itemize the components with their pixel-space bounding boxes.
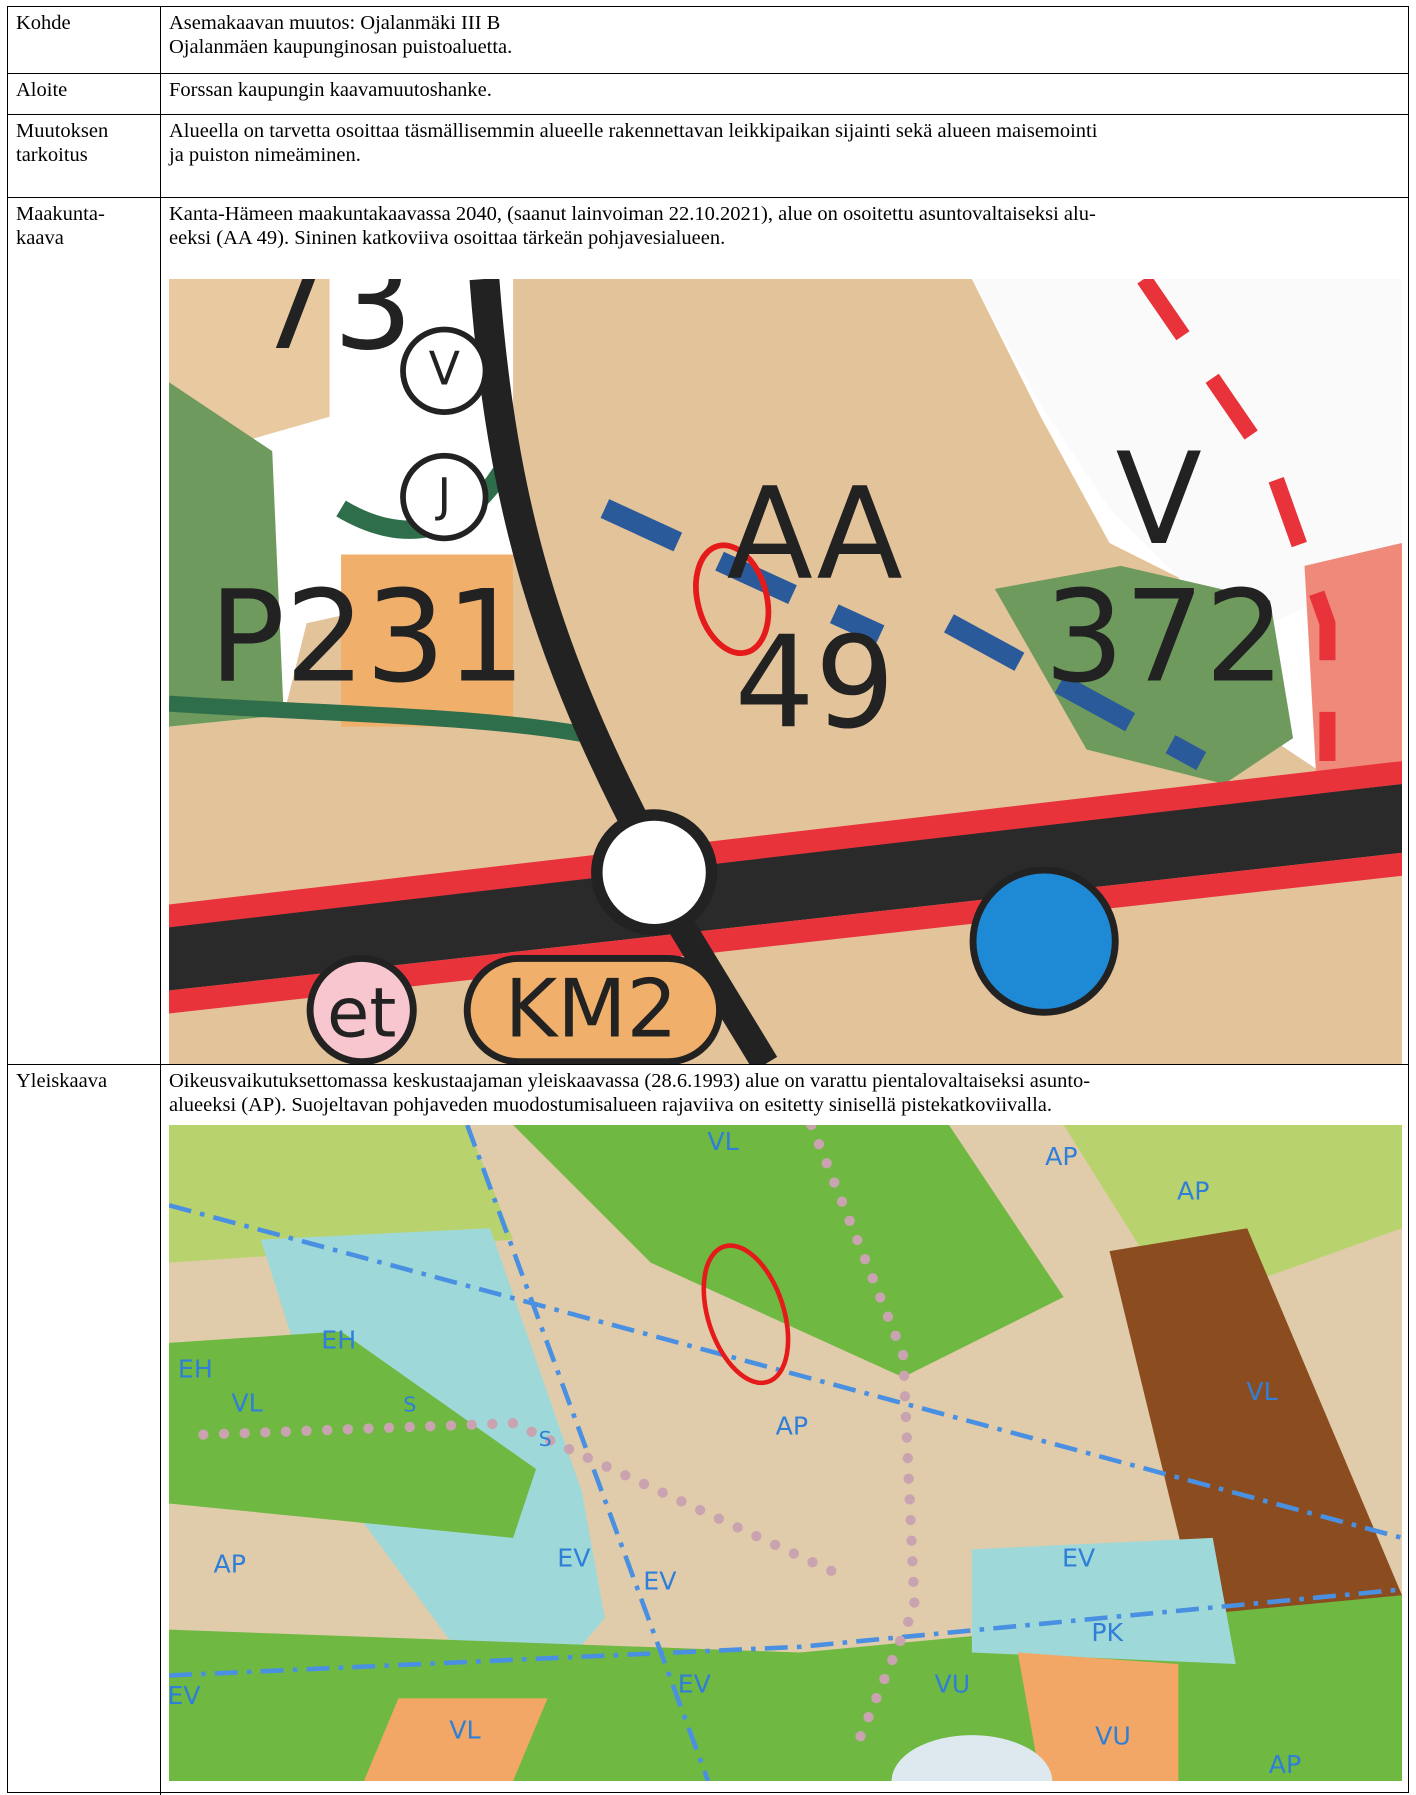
map-label: J <box>435 468 452 522</box>
row-label: Kohde <box>16 12 71 34</box>
map-label: VU <box>935 1670 971 1699</box>
map-label: VL <box>1246 1377 1277 1406</box>
map-label: AP <box>776 1412 808 1441</box>
map-label: AP <box>1269 1750 1301 1779</box>
row-label: kaava <box>16 227 64 249</box>
row-label: Yleiskaava <box>16 1070 108 1092</box>
row-text: ja puiston nimeäminen. <box>169 144 361 166</box>
map-label: AP <box>214 1549 246 1578</box>
map-label: EV <box>678 1670 712 1699</box>
map-label: EH <box>178 1354 213 1383</box>
map-label: VU <box>1095 1721 1131 1750</box>
map-label: VL <box>231 1389 262 1418</box>
row-label: Maakunta- <box>16 203 105 225</box>
row-divider <box>7 114 1409 115</box>
map-label: S <box>539 1427 552 1451</box>
map-label: AP <box>1045 1142 1077 1171</box>
row-text: Asemakaavan muutos: Ojalanmäki III B <box>169 12 501 34</box>
row-text: eeksi (AA 49). Sininen katkoviiva osoitt… <box>169 227 726 249</box>
map-label: EV <box>169 1681 201 1710</box>
map-label: EV <box>643 1566 677 1595</box>
map-label: P231 <box>209 564 526 711</box>
row-text: alueeksi (AP). Suojeltavan pohjaveden mu… <box>169 1094 1053 1116</box>
row-text: Kanta-Hämeen maakuntakaavassa 2040, (saa… <box>169 203 1096 225</box>
row-label: Muutoksen <box>16 120 109 142</box>
map-label: AA <box>727 460 903 607</box>
map-label: 372 <box>1044 564 1285 711</box>
table-border <box>7 6 1409 1793</box>
row-text: Oikeusvaikutuksettomassa keskustaajaman … <box>169 1070 1091 1092</box>
general-plan-map: VL AP AP EH EH VL S S AP VL AP EV EV EV PK EV VU VL VU AP EV <box>169 1125 1402 1781</box>
column-divider <box>160 6 161 1795</box>
row-divider <box>7 1064 1409 1065</box>
row-divider <box>7 197 1409 198</box>
map-label: KM2 <box>505 961 678 1055</box>
map-label: EH <box>321 1326 356 1355</box>
row-label: tarkoitus <box>16 144 88 166</box>
row-text: Forssan kaupungin kaavamuutoshanke. <box>169 79 492 101</box>
row-text: Alueella on tarvetta osoittaa täsmällise… <box>169 120 1098 142</box>
map-label: EV <box>1062 1544 1096 1573</box>
map-label: V <box>429 342 460 396</box>
map-label: V <box>1116 426 1202 573</box>
map-label: EV <box>557 1544 591 1573</box>
row-label: Aloite <box>16 79 68 101</box>
map-label: VL <box>707 1127 738 1156</box>
map-label: VL <box>449 1716 480 1745</box>
map-label: PK <box>1091 1618 1124 1647</box>
map-label: AP <box>1177 1177 1209 1206</box>
row-divider <box>7 73 1409 74</box>
map-label: S <box>403 1393 416 1417</box>
map-label: et <box>327 973 396 1053</box>
map-label: 49 <box>734 610 895 757</box>
map-label: 73 <box>253 279 414 378</box>
row-text: Ojalanmäen kaupunginosan puistoaluetta. <box>169 36 513 58</box>
